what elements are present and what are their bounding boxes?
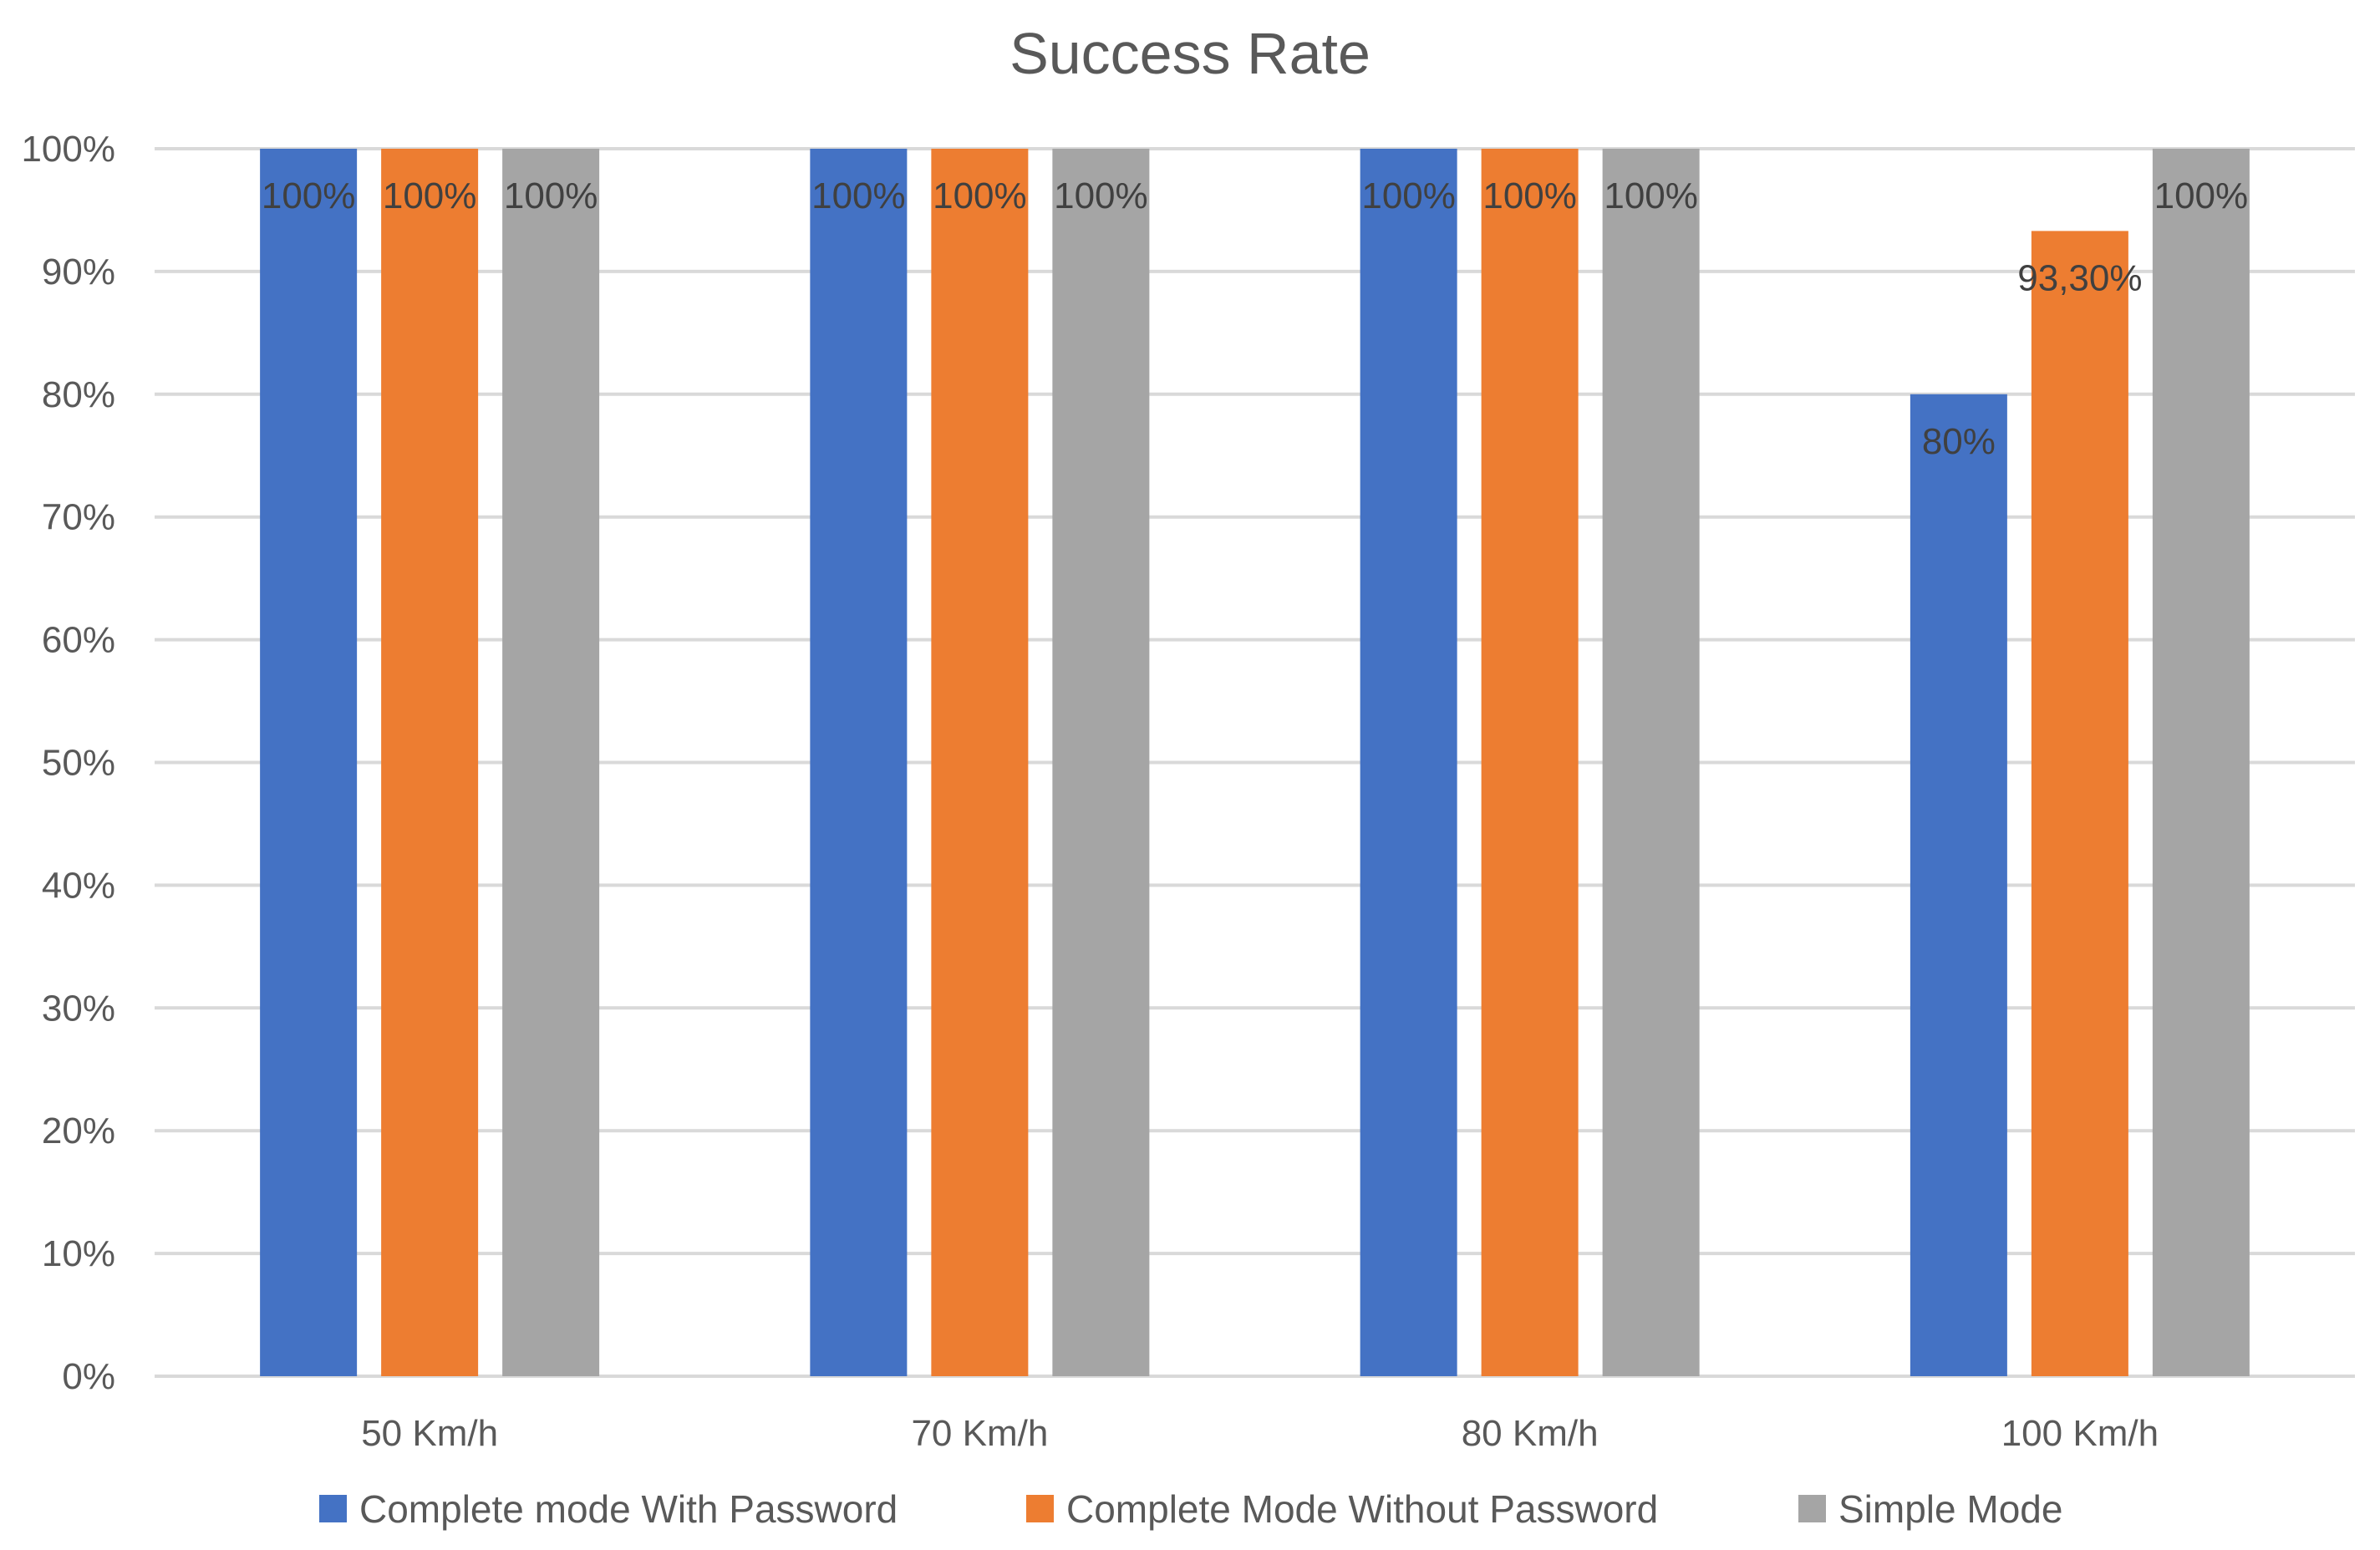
legend-swatch [1026, 1495, 1054, 1522]
y-tick-label: 0% [62, 1356, 115, 1397]
data-label: 100% [1361, 175, 1456, 216]
bar [1602, 149, 1700, 1376]
data-label: 93,30% [2017, 257, 2142, 298]
data-label: 100% [811, 175, 906, 216]
bar [2152, 149, 2250, 1376]
legend-label: Complete Mode Without Password [1066, 1487, 1658, 1531]
data-label: 100% [1482, 175, 1577, 216]
y-tick-label: 20% [42, 1110, 115, 1151]
data-label: 100% [933, 175, 1027, 216]
y-axis-ticks: 0% 10% 20% 30% 40% 50% 60% 70% 80% 90% 100% [21, 129, 115, 1397]
bar [1481, 149, 1579, 1376]
gridlines [155, 147, 2355, 1378]
y-tick-label: 40% [42, 865, 115, 906]
y-tick-label: 10% [42, 1233, 115, 1274]
legend-swatch [319, 1495, 347, 1522]
data-labels: 100% 100% 100% 100% 100% 100% 100% 100% 100% 80% 9… [262, 175, 2248, 462]
y-tick-label: 50% [42, 743, 115, 784]
x-tick-label: 50 Km/h [361, 1413, 498, 1454]
data-label: 100% [1054, 175, 1148, 216]
bar [1360, 149, 1457, 1376]
data-label: 100% [504, 175, 598, 216]
bar [2031, 231, 2128, 1377]
chart-title: Success Rate [1009, 21, 1371, 86]
y-tick-label: 60% [42, 620, 115, 661]
legend-label: Complete mode With Password [359, 1487, 898, 1531]
bars [260, 149, 2250, 1377]
x-axis-ticks: 50 Km/h 70 Km/h 80 Km/h 100 Km/h [361, 1413, 2159, 1454]
y-tick-label: 30% [42, 988, 115, 1029]
bar [381, 149, 479, 1376]
legend: Complete mode With Password Complete Mode… [319, 1487, 2062, 1531]
y-tick-label: 100% [21, 129, 115, 170]
bar [1052, 149, 1150, 1376]
x-tick-label: 80 Km/h [1462, 1413, 1599, 1454]
y-tick-label: 80% [42, 374, 115, 415]
legend-swatch [1798, 1495, 1826, 1522]
data-label: 100% [1604, 175, 1698, 216]
bar [810, 149, 908, 1376]
data-label: 80% [1922, 421, 1996, 462]
bar [931, 149, 1029, 1376]
legend-label: Simple Mode [1838, 1487, 2062, 1531]
x-tick-label: 100 Km/h [2001, 1413, 2159, 1454]
bar [502, 149, 600, 1376]
y-tick-label: 90% [42, 252, 115, 292]
data-label: 100% [383, 175, 477, 216]
bar [260, 149, 358, 1376]
y-tick-label: 70% [42, 497, 115, 538]
bar [1910, 394, 2007, 1376]
data-label: 100% [2154, 175, 2249, 216]
data-label: 100% [262, 175, 356, 216]
x-tick-label: 70 Km/h [911, 1413, 1048, 1454]
